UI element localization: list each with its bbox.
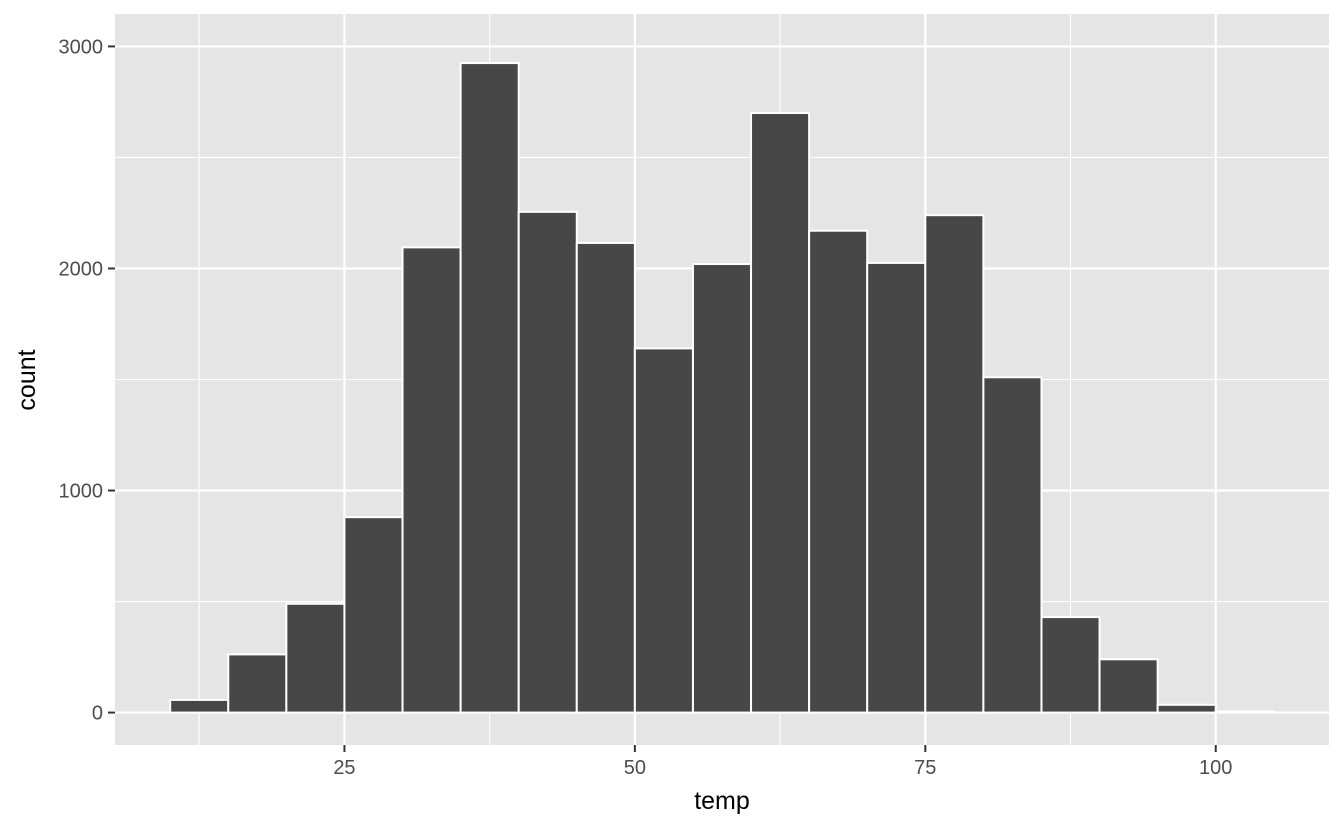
y-tick-label: 1000 [59, 481, 104, 503]
x-axis: 25 50 75 100 [333, 745, 1232, 779]
histogram-bar [808, 229, 869, 714]
histogram-bar [1156, 703, 1217, 714]
x-tick-label: 100 [1199, 757, 1232, 779]
y-tick-label: 3000 [59, 36, 104, 58]
histogram-bar [517, 210, 578, 714]
histogram-bar [401, 246, 462, 714]
histogram-bars [169, 62, 1275, 714]
x-tick-label: 75 [914, 757, 936, 779]
histogram-bar [866, 261, 927, 714]
y-axis-title: count [13, 349, 41, 410]
histogram-bar [459, 62, 520, 714]
histogram-bar [343, 516, 404, 714]
x-axis-title: temp [694, 787, 750, 815]
histogram-bar [1098, 658, 1159, 714]
histogram-bar [691, 263, 753, 714]
histogram-bar [633, 347, 694, 714]
x-tick-label: 25 [333, 757, 355, 779]
histogram-bar [924, 214, 985, 714]
histogram-bar [982, 376, 1043, 714]
histogram-bar [227, 653, 288, 714]
histogram-bar [169, 698, 230, 714]
x-tick-label: 50 [624, 757, 646, 779]
histogram-bar [575, 241, 636, 714]
histogram-bar [285, 602, 346, 714]
y-axis: 0 1000 2000 3000 [59, 36, 115, 725]
histogram-bar [1214, 710, 1275, 714]
histogram-bar [1040, 616, 1101, 714]
y-tick-label: 2000 [59, 258, 104, 280]
y-tick-label: 0 [92, 703, 103, 725]
histogram-bar [750, 112, 811, 714]
